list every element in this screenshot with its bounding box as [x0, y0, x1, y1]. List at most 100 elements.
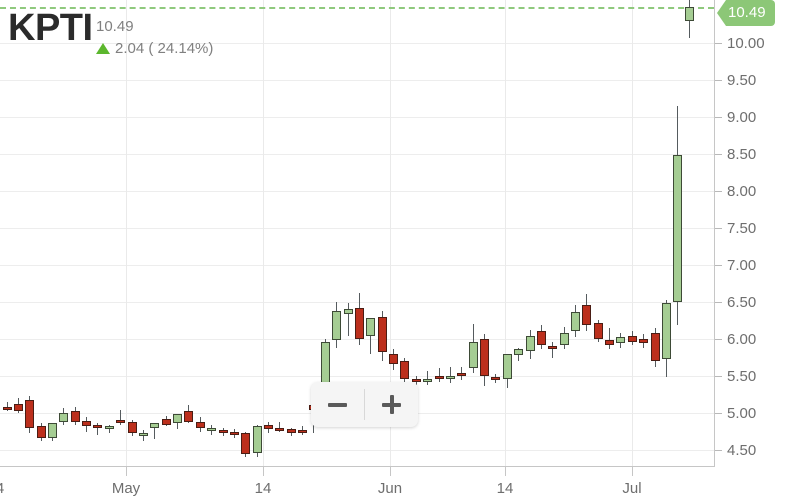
- candle-body: [138, 433, 148, 437]
- x-axis-label: May: [111, 480, 141, 497]
- candle-body: [514, 349, 524, 356]
- y-axis-tick: [715, 190, 722, 192]
- y-axis-label: 10.00: [727, 34, 765, 52]
- candle-body: [127, 421, 137, 434]
- candlestick: [411, 0, 421, 466]
- y-axis-tick: [715, 412, 722, 414]
- candlestick: [536, 0, 546, 466]
- candlestick: [377, 0, 387, 466]
- candle-body: [559, 332, 569, 345]
- candlestick: [354, 0, 364, 466]
- candlestick: [525, 0, 535, 466]
- candlestick: [445, 0, 455, 466]
- candlestick: [423, 0, 433, 466]
- candlestick: [559, 0, 569, 466]
- time-axis[interactable]: 4 May 14 Jun 14 Jul: [0, 467, 714, 503]
- candlestick: [184, 0, 194, 466]
- gridline-horizontal: [0, 153, 714, 155]
- x-axis-label: 14: [496, 480, 514, 497]
- gridline-vertical: [263, 0, 264, 466]
- candlestick: [502, 0, 512, 466]
- y-axis-tick: [715, 301, 722, 303]
- candlestick: [514, 0, 524, 466]
- candle-body: [400, 360, 410, 379]
- candle-wick: [438, 368, 440, 382]
- gridline-horizontal: [0, 116, 714, 118]
- x-axis-tick: [126, 467, 127, 476]
- y-axis-tick: [715, 42, 722, 44]
- candlestick: [548, 0, 558, 466]
- candlestick: [82, 0, 92, 466]
- candle-body: [229, 431, 239, 435]
- candlestick: [366, 0, 376, 466]
- candle-body: [47, 423, 57, 438]
- candle-body: [59, 412, 69, 423]
- candle-wick: [552, 341, 554, 358]
- y-axis-label: 8.00: [727, 182, 757, 200]
- y-axis-label: 4.50: [727, 441, 757, 459]
- gridline-vertical: [126, 0, 127, 466]
- candlestick: [286, 0, 296, 466]
- candlestick: [207, 0, 217, 466]
- candlestick: [275, 0, 285, 466]
- candlestick: [298, 0, 308, 466]
- candlestick: [639, 0, 649, 466]
- candle-body: [548, 346, 558, 350]
- candlestick: [25, 0, 35, 466]
- candle-body: [673, 155, 683, 302]
- current-price-line: [0, 6, 714, 9]
- price-axis[interactable]: 4.50 5.00 5.50 6.00 6.50 7.00 7.50 8.00 8.50 9.00…: [715, 0, 788, 503]
- candlestick: [93, 0, 103, 466]
- zoom-in-button[interactable]: [365, 382, 418, 427]
- candle-body: [571, 312, 580, 332]
- candlestick: [252, 0, 262, 466]
- candlestick: [59, 0, 69, 466]
- candle-body: [502, 353, 512, 379]
- candle-body: [298, 430, 308, 434]
- zoom-control[interactable]: [311, 382, 418, 427]
- candle-body: [423, 378, 433, 382]
- y-axis-tick: [715, 338, 722, 340]
- candlestick: [47, 0, 57, 466]
- plus-icon: [382, 395, 401, 414]
- candlestick: [70, 0, 80, 466]
- candle-body: [82, 420, 92, 427]
- candle-body: [457, 372, 467, 376]
- candle-body: [150, 423, 160, 429]
- candlestick: [491, 0, 501, 466]
- candle-body: [445, 375, 455, 379]
- candlestick: [650, 0, 660, 466]
- candle-body: [468, 341, 478, 369]
- y-axis-label: 5.50: [727, 367, 757, 385]
- candle-body: [491, 377, 501, 381]
- candle-wick: [177, 418, 179, 429]
- candlestick: [480, 0, 490, 466]
- badge-pointer-icon: [717, 0, 726, 26]
- zoom-out-button[interactable]: [311, 382, 364, 427]
- candle-body: [525, 335, 535, 351]
- candlestick: [468, 0, 478, 466]
- candle-body: [275, 427, 285, 431]
- candlestick: [218, 0, 228, 466]
- candle-body: [241, 433, 251, 455]
- candlestick: [13, 0, 23, 466]
- y-axis-tick: [715, 153, 722, 155]
- y-axis-label: 8.50: [727, 145, 757, 163]
- y-axis-tick: [715, 375, 722, 377]
- candlestick: [2, 0, 12, 466]
- candle-wick: [347, 303, 349, 336]
- candlestick: [332, 0, 342, 466]
- candlestick: [457, 0, 467, 466]
- candlestick: [36, 0, 46, 466]
- x-axis-tick: [263, 467, 264, 476]
- candlestick: [627, 0, 637, 466]
- candle-body: [627, 335, 637, 342]
- candle-body: [173, 414, 183, 424]
- candle-body: [286, 429, 296, 434]
- candle-body: [252, 426, 262, 454]
- gridline-horizontal: [0, 42, 714, 44]
- y-axis-tick: [715, 79, 722, 81]
- candle-body: [411, 378, 421, 382]
- x-axis-tick: [632, 467, 633, 476]
